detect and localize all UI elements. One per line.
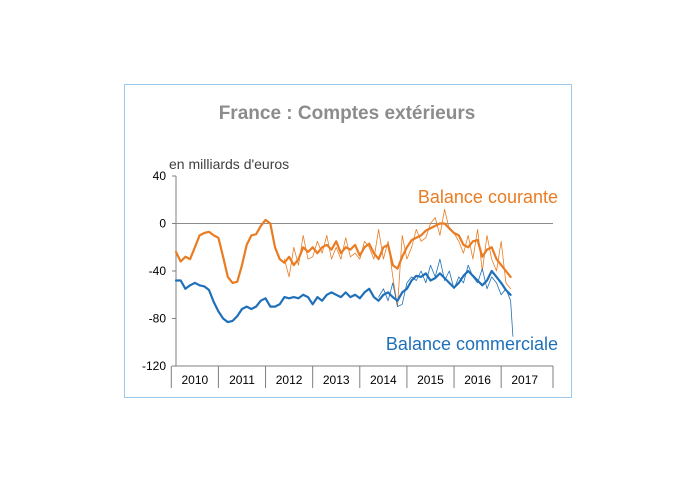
x-tick-label: 2011 [229,373,255,387]
series-lines [174,208,514,337]
axes: 40 0 -40 -80 -120 2010 2011 2012 2013 2014 2015 201… [142,169,554,388]
x-tick-label: 2010 [181,373,208,387]
x-tick-label: 2017 [511,373,538,387]
y-tick-label: 40 [153,169,167,183]
chart-title: France : Comptes extérieurs [219,103,476,124]
y-tick-label: -40 [149,264,167,278]
x-tick-label: 2015 [417,373,444,387]
x-tick-label: 2014 [370,373,397,387]
series-line-balance-commerciale [174,269,512,324]
line-chart: France : Comptes extérieurs en milliards… [142,103,558,388]
y-tick-label: -80 [149,312,167,326]
legend-balance-commerciale: Balance commerciale [386,334,558,354]
legend-balance-courante: Balance courante [418,187,558,207]
chart-frame: France : Comptes extérieurs en milliards… [124,84,572,398]
series-line-commerciale-raw [378,258,514,337]
unit-label: en milliards d'euros [169,156,289,172]
x-tick-label: 2016 [464,373,491,387]
x-tick-label: 2012 [276,373,303,387]
y-tick-label: -120 [142,359,166,373]
x-tick-label: 2013 [323,373,350,387]
series-line-balance-courante [174,218,512,284]
y-tick-label: 0 [159,217,166,231]
